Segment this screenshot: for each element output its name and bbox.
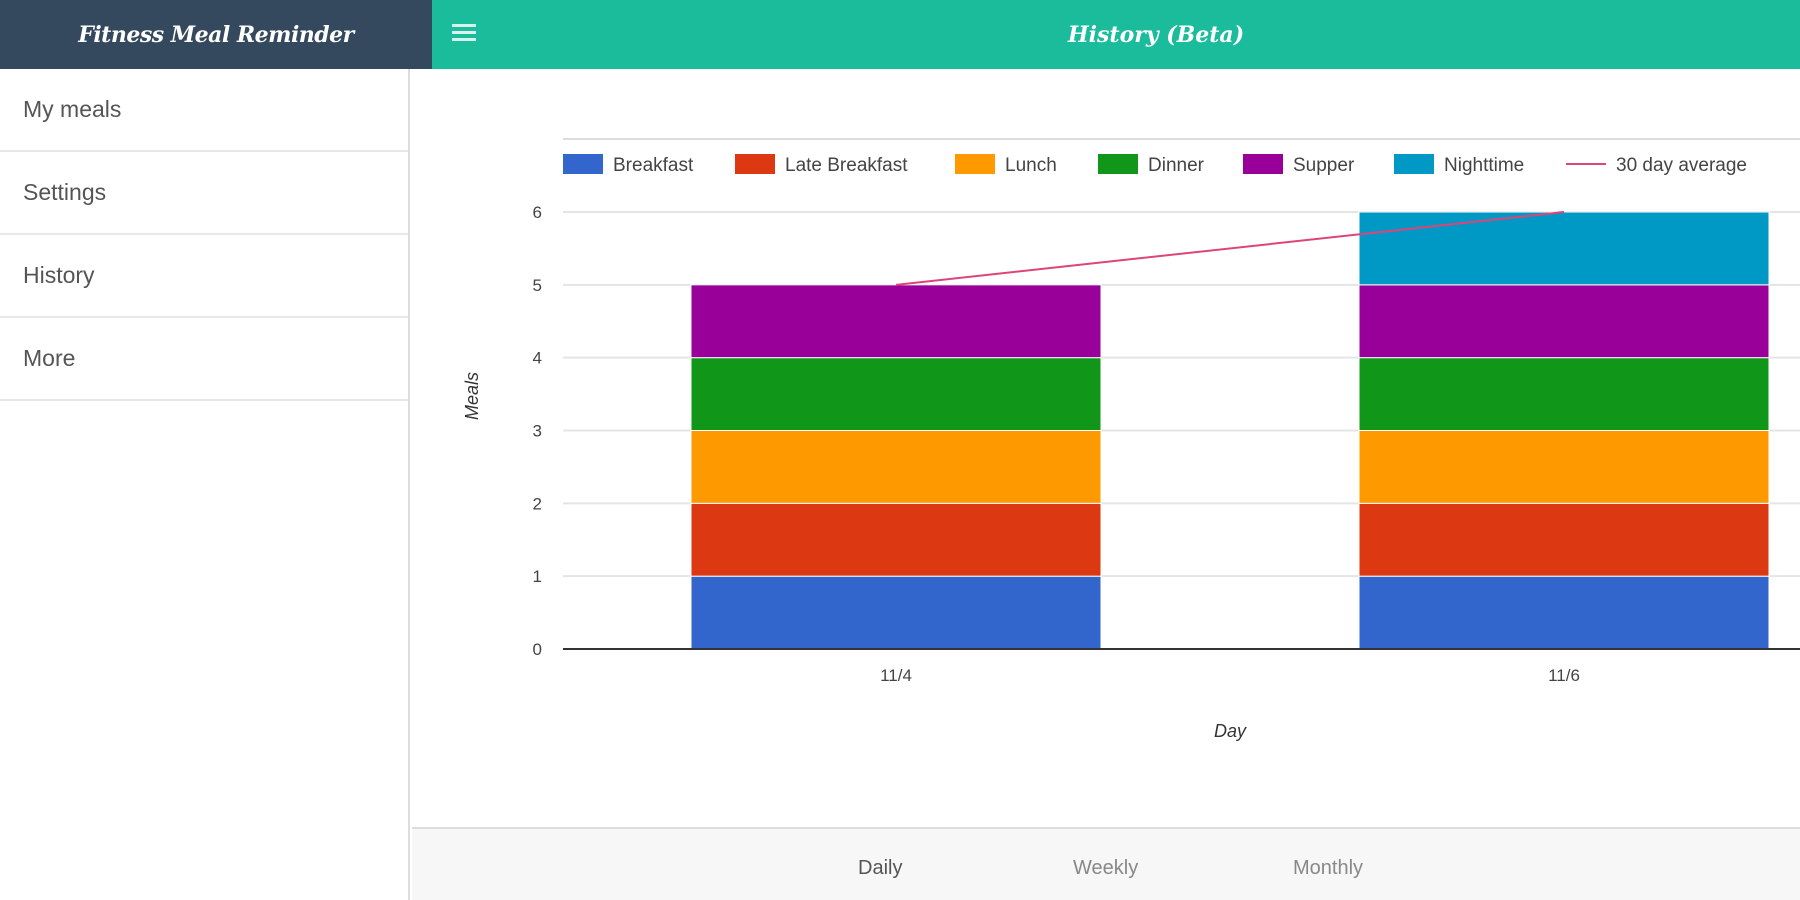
bar-segment-late-breakfast: [690, 502, 1102, 577]
y-axis-title: Meals: [462, 372, 482, 420]
x-axis-title: Day: [1214, 721, 1247, 741]
app-title: Fitness Meal Reminder: [0, 0, 432, 69]
sidebar-item-my-meals[interactable]: My meals: [0, 69, 408, 152]
hamburger-menu-icon[interactable]: [452, 24, 476, 44]
bar-segment-late-breakfast: [1358, 502, 1770, 577]
legend-label: Nighttime: [1444, 155, 1524, 176]
bar-segment-supper: [690, 284, 1102, 359]
legend-label: Lunch: [1005, 155, 1057, 176]
y-tick-label: 6: [533, 203, 542, 222]
sidebar: My meals Settings History More: [0, 69, 410, 900]
bar-segment-supper: [1358, 284, 1770, 359]
bar-segment-breakfast: [690, 575, 1102, 650]
y-tick-label: 5: [533, 276, 542, 295]
period-tabs: Daily Weekly Monthly: [412, 827, 1800, 900]
legend-label: Supper: [1293, 155, 1355, 176]
page-title: History (Beta): [1067, 21, 1245, 48]
legend-swatch-late-breakfast: [735, 154, 775, 174]
legend-swatch-supper: [1243, 154, 1283, 174]
top-bar: History (Beta): [432, 0, 1800, 69]
bar-segment-lunch: [1358, 430, 1770, 504]
legend-swatch-nighttime: [1394, 154, 1434, 174]
tab-monthly[interactable]: Monthly: [1293, 857, 1364, 879]
y-tick-label: 3: [533, 422, 542, 441]
sidebar-item-history[interactable]: History: [0, 235, 408, 318]
legend-label: Breakfast: [613, 155, 694, 176]
legend-swatch-lunch: [955, 154, 995, 174]
y-tick-label: 0: [533, 640, 542, 659]
meals-chart: 0 1 2 3 4 5 6 11/4 11/6 Day Meals Breakfast Late Bre…: [462, 138, 1800, 741]
bar-segment-dinner: [690, 357, 1102, 431]
bar-segment-lunch: [690, 430, 1102, 504]
average-line: [895, 211, 1565, 286]
bar-segment-dinner: [1358, 357, 1770, 431]
sidebar-item-more[interactable]: More: [0, 318, 408, 401]
y-tick-label: 1: [533, 567, 542, 586]
x-tick-label: 11/6: [1548, 666, 1580, 685]
sidebar-item-settings[interactable]: Settings: [0, 152, 408, 235]
bar-segment-nighttime: [1358, 211, 1770, 286]
y-tick-label: 4: [533, 349, 542, 368]
tab-weekly[interactable]: Weekly: [1073, 857, 1139, 879]
y-tick-label: 2: [533, 494, 542, 513]
legend-label: 30 day average: [1616, 155, 1747, 176]
x-tick-label: 11/4: [880, 666, 912, 685]
bar-segment-breakfast: [1358, 575, 1770, 650]
legend-label: Dinner: [1148, 155, 1205, 176]
tab-daily[interactable]: Daily: [858, 857, 903, 879]
legend-swatch-breakfast: [563, 154, 603, 174]
legend-swatch-dinner: [1098, 154, 1138, 174]
legend-label: Late Breakfast: [785, 155, 908, 176]
